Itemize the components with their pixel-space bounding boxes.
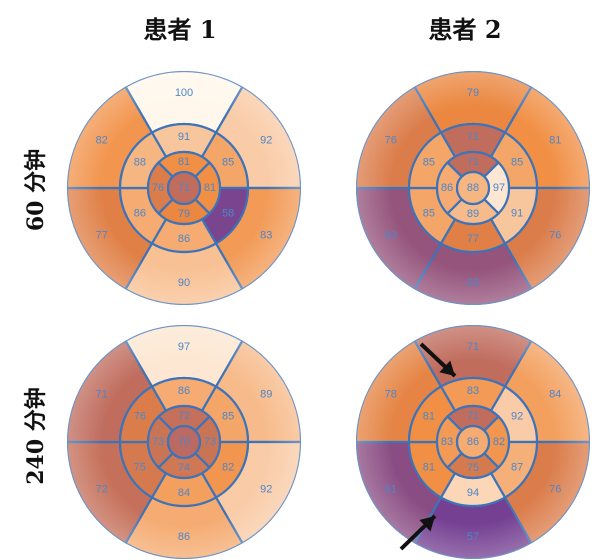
value-basal-anteroseptal: 76: [385, 135, 397, 147]
value-mid-inferoseptal: 86: [134, 208, 146, 220]
value-apical-inferior: 89: [467, 208, 479, 220]
value-apical-lateral: 97: [493, 182, 505, 194]
value-basal-inferolateral: 76: [549, 230, 561, 242]
value-mid-inferolateral: 87: [511, 462, 523, 474]
value-basal-inferoseptal: 77: [96, 230, 108, 242]
value-basal-inferoseptal: 61: [385, 484, 397, 496]
column-title-patient-1: 患者 1: [143, 15, 217, 44]
value-mid-anteroseptal: 76: [134, 411, 146, 423]
value-apical-inferior: 74: [178, 462, 190, 474]
arrow-to-mid-inferior: [399, 514, 437, 551]
value-basal-anterolateral: 81: [549, 135, 561, 147]
value-mid-inferoseptal: 75: [134, 462, 146, 474]
value-mid-anteroseptal: 81: [423, 411, 435, 423]
bullseye-map-patient2-240min: 71 84 76 57 61 78 83 92 87 94 81 81 71 82 75 83 86: [356, 325, 590, 559]
value-basal-anterolateral: 92: [260, 135, 272, 147]
value-mid-anteroseptal: 88: [134, 157, 146, 169]
value-apex: 86: [467, 436, 479, 448]
value-basal-inferior: 57: [467, 531, 479, 543]
value-basal-anterior: 97: [178, 341, 190, 353]
value-mid-inferolateral: 82: [222, 462, 234, 474]
value-apex: 88: [467, 182, 479, 194]
value-mid-anterolateral: 85: [222, 411, 234, 423]
value-apical-anterior: 72: [178, 410, 190, 422]
map-shading: [67, 71, 301, 305]
bullseye-map-patient1-240min: 97 89 92 86 72 71 86 85 82 84 75 76 72 73 74 73 70: [67, 325, 301, 559]
value-basal-anteroseptal: 71: [96, 389, 108, 401]
value-basal-inferior: 86: [178, 531, 190, 543]
value-apical-inferior: 75: [467, 462, 479, 474]
value-mid-anterior: 91: [178, 131, 190, 143]
row-title-60-min: 60 分钟: [23, 148, 49, 232]
value-basal-anteroseptal: 82: [96, 135, 108, 147]
map-shading: [356, 325, 590, 559]
map-shading: [67, 325, 301, 559]
value-apical-anterior: 71: [467, 410, 479, 422]
value-basal-anterior: 100: [175, 87, 193, 99]
value-apical-septal: 83: [441, 436, 453, 448]
value-apical-lateral: 82: [493, 436, 505, 448]
value-apex: 70: [178, 436, 190, 448]
value-mid-inferior: 94: [467, 487, 479, 499]
value-mid-inferolateral: 91: [511, 208, 523, 220]
bullseye-map-patient1-60min: 100 92 83 90 77 82 91 85 58 86 86 88 81 81 79 76 71: [67, 71, 301, 305]
value-basal-inferoseptal: 63: [385, 230, 397, 242]
value-apical-inferior: 79: [178, 208, 190, 220]
value-apical-septal: 76: [152, 182, 164, 194]
value-apical-lateral: 81: [204, 182, 216, 194]
value-basal-anterior: 71: [467, 341, 479, 353]
value-mid-inferoseptal: 81: [423, 462, 435, 474]
value-mid-inferoseptal: 85: [423, 208, 435, 220]
value-mid-anteroseptal: 85: [423, 157, 435, 169]
value-basal-anteroseptal: 78: [385, 389, 397, 401]
value-basal-inferolateral: 83: [260, 230, 272, 242]
value-basal-inferolateral: 92: [260, 484, 272, 496]
value-mid-inferolateral: 58: [222, 208, 234, 220]
value-basal-anterolateral: 84: [549, 389, 561, 401]
value-mid-anterolateral: 92: [511, 411, 523, 423]
value-basal-inferior: 63: [467, 277, 479, 289]
value-apex: 71: [178, 182, 190, 194]
value-mid-anterior: 83: [467, 385, 479, 397]
value-apical-anterior: 71: [467, 156, 479, 168]
value-basal-inferoseptal: 72: [96, 484, 108, 496]
arrow-to-basal-anterior: [419, 342, 457, 378]
value-apical-anterior: 81: [178, 156, 190, 168]
value-mid-anterolateral: 85: [511, 157, 523, 169]
value-mid-inferior: 86: [178, 233, 190, 245]
column-title-patient-2: 患者 2: [428, 15, 502, 44]
bullseye-map-patient2-60min: 79 81 76 63 63 76 71 85 91 77 85 85 71 97 89 86 88: [356, 71, 590, 305]
value-apical-septal: 73: [152, 436, 164, 448]
value-apical-septal: 86: [441, 182, 453, 194]
value-mid-inferior: 77: [467, 233, 479, 245]
value-apical-lateral: 73: [204, 436, 216, 448]
value-mid-inferior: 84: [178, 487, 190, 499]
value-mid-anterior: 71: [467, 131, 479, 143]
value-basal-inferolateral: 76: [549, 484, 561, 496]
value-basal-anterolateral: 89: [260, 389, 272, 401]
map-shading: [356, 71, 590, 305]
value-basal-anterior: 79: [467, 87, 479, 99]
value-basal-inferior: 90: [178, 277, 190, 289]
value-mid-anterior: 86: [178, 385, 190, 397]
value-mid-anterolateral: 85: [222, 157, 234, 169]
row-title-240-min: 240 分钟: [23, 387, 49, 485]
